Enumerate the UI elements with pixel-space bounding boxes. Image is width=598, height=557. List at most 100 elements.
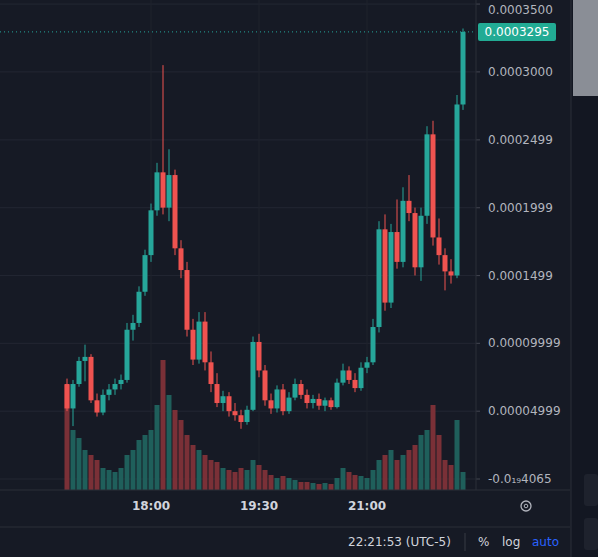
- candle-wick: [85, 345, 86, 382]
- volume-bar: [227, 470, 232, 490]
- tick-label: 0.0003000: [488, 65, 553, 79]
- volume-bar: [113, 472, 118, 490]
- candle-body: [131, 323, 136, 330]
- tick-mark: [476, 139, 480, 140]
- tick-mark: [476, 411, 480, 412]
- candle-body: [251, 342, 256, 410]
- candle-body: [287, 398, 292, 412]
- candle-body: [305, 395, 310, 403]
- price-tag-label: 0.0003295: [485, 25, 550, 39]
- tick-label: 0.0002499: [488, 133, 553, 147]
- volume-bar: [233, 472, 238, 490]
- candle-body: [425, 134, 430, 215]
- tick-label: 0.0001999: [488, 201, 553, 215]
- chart-root: 0.0003500 0.0003000 0.0002499 0.0001999 0.00…: [0, 0, 598, 557]
- candle-body: [293, 384, 298, 398]
- tick-mark: [476, 343, 480, 344]
- candle-body: [317, 399, 322, 406]
- x-axis-line: [0, 490, 570, 491]
- tick-label: -0.0₁₉4065: [488, 472, 552, 486]
- candle-body: [161, 172, 166, 207]
- candle-body: [245, 410, 250, 422]
- tick-label: 0.0003500: [488, 3, 553, 17]
- footer-button[interactable]: %: [478, 535, 489, 549]
- footer-border: [0, 527, 570, 528]
- candle-body: [455, 104, 460, 275]
- candle-body: [383, 229, 388, 302]
- volume-bar: [137, 440, 142, 490]
- volume-bar: [221, 468, 226, 490]
- volume-bar: [455, 420, 460, 490]
- candle-body: [239, 415, 244, 422]
- candle-body: [263, 370, 268, 400]
- candle-body: [323, 400, 328, 405]
- grid-line: [0, 4, 476, 5]
- candle-body: [191, 330, 196, 360]
- candle-body: [443, 255, 448, 271]
- candle-body: [155, 172, 160, 210]
- volume-bar: [263, 470, 268, 490]
- price-tag: [478, 23, 556, 41]
- candle-body: [227, 396, 232, 411]
- candle-body: [461, 32, 466, 105]
- footer-time: 22:21:53 (UTC-5): [348, 535, 451, 549]
- volume-bar: [329, 484, 334, 490]
- candle-body: [347, 370, 352, 379]
- volume-bar: [323, 483, 328, 490]
- volume-bar: [167, 395, 172, 490]
- candle-body: [257, 342, 262, 370]
- settings-icon-center: [524, 504, 528, 508]
- candle-body: [137, 292, 142, 323]
- candle-body: [437, 237, 442, 255]
- grid-line: [367, 0, 368, 490]
- grid-line: [0, 343, 476, 344]
- candle-body: [449, 271, 454, 275]
- tick-label: 19:30: [240, 499, 278, 513]
- background: [0, 0, 598, 557]
- tick-mark: [476, 207, 480, 208]
- last-price-line: [0, 31, 476, 32]
- candle-body: [107, 389, 112, 394]
- volume-bar: [365, 478, 370, 490]
- footer-button[interactable]: auto: [532, 535, 559, 549]
- grid-line: [259, 0, 260, 490]
- volume-bar: [179, 420, 184, 490]
- candle-wick: [409, 175, 410, 221]
- y-axis: 0.0003500 0.0003000 0.0002499 0.0001999 0.00…: [476, 3, 561, 486]
- candle-body: [335, 383, 340, 407]
- volume-bar: [251, 460, 256, 490]
- candle-body: [95, 400, 100, 412]
- settings-icon[interactable]: [521, 501, 531, 511]
- tick-label: 21:00: [348, 499, 386, 513]
- volume-bar: [341, 468, 346, 490]
- volume-bar: [371, 470, 376, 490]
- tick-label: 0.00009999: [488, 336, 561, 350]
- candle-body: [149, 210, 154, 255]
- footer-button[interactable]: log: [502, 535, 520, 549]
- volume-bar: [107, 470, 112, 490]
- volume-bar: [407, 450, 412, 490]
- tick-mark: [476, 479, 480, 480]
- volume-bar: [155, 405, 160, 490]
- candle-body: [431, 134, 436, 237]
- y-axis-line: [476, 0, 477, 490]
- tick-mark: [476, 4, 480, 5]
- volume-bar: [275, 478, 280, 490]
- volume-bar: [149, 430, 154, 490]
- tick-label: 0.0001499: [488, 269, 553, 283]
- volume-bar: [77, 438, 82, 490]
- tick-mark: [476, 71, 480, 72]
- volume-bar: [305, 482, 310, 490]
- candle-body: [371, 327, 376, 362]
- volume-bar: [185, 435, 190, 490]
- volume-bar: [215, 462, 220, 490]
- grid-line: [0, 139, 476, 140]
- candle-body: [365, 362, 370, 367]
- volume-bar: [353, 475, 358, 490]
- volume-bar: [119, 468, 124, 490]
- candle-body: [401, 201, 406, 262]
- volume-bar: [395, 460, 400, 490]
- volume-bar: [401, 455, 406, 490]
- volume-bar: [293, 480, 298, 490]
- candle-body: [269, 400, 274, 408]
